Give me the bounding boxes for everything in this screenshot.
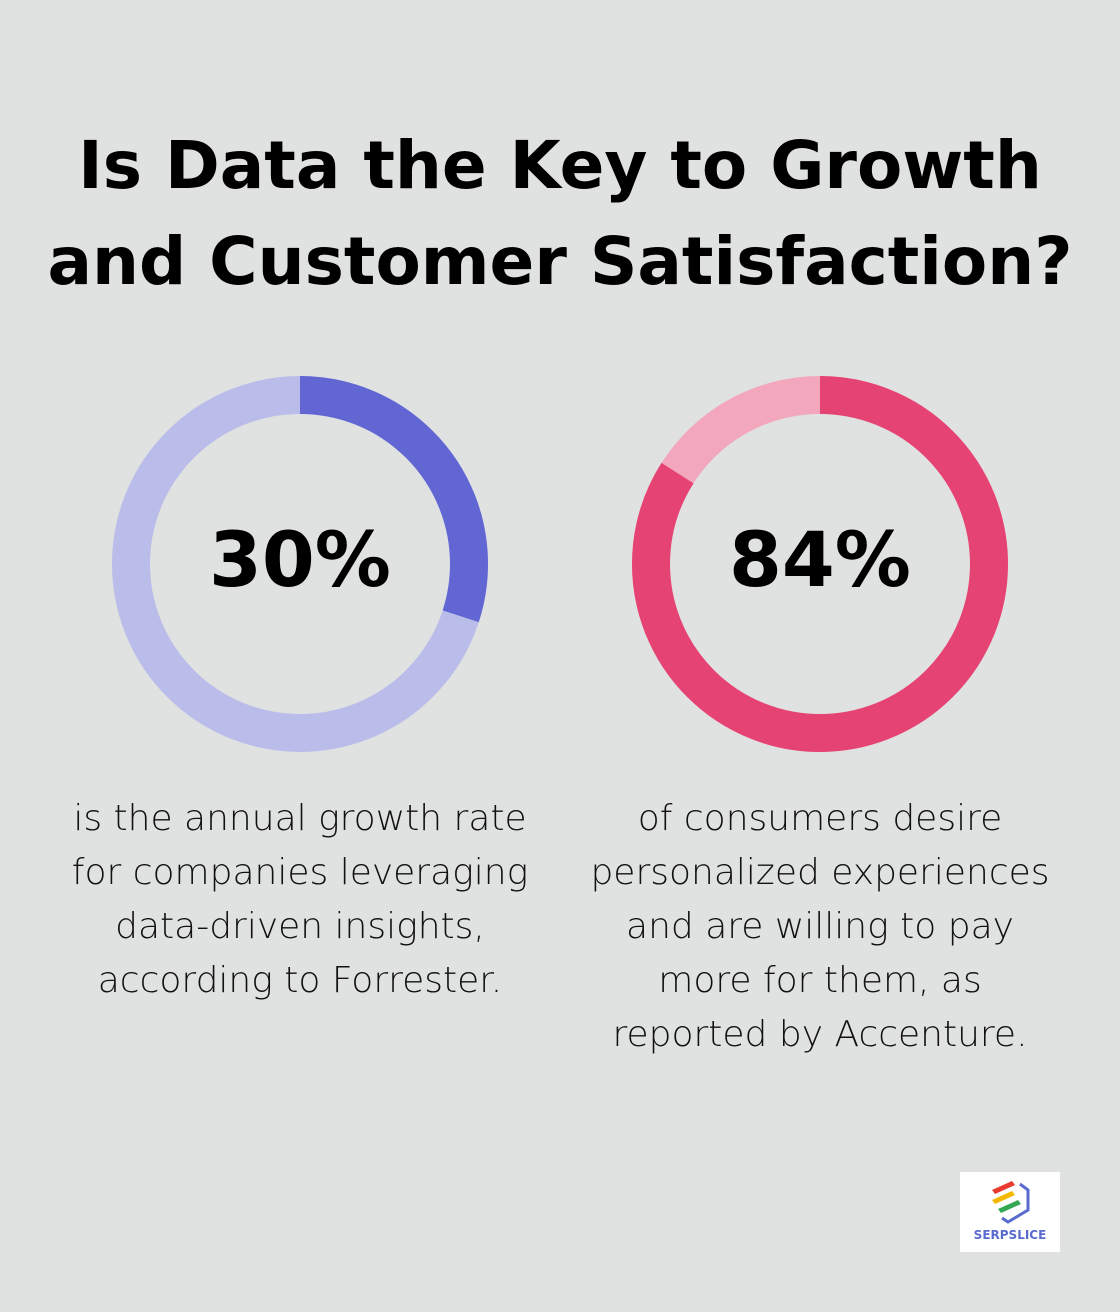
donut-chart-2 bbox=[632, 376, 1008, 752]
donut-chart-1 bbox=[112, 376, 488, 752]
donut-value-label: 30% bbox=[209, 515, 391, 604]
donut-value-label: 84% bbox=[729, 515, 911, 604]
donut-value-arc bbox=[632, 376, 1008, 752]
serpslice-logo: SERPSLICE bbox=[960, 1172, 1060, 1252]
stat-description: is the annual growth rate for companies … bbox=[71, 798, 529, 1001]
logo-hexagon-icon bbox=[992, 1181, 1030, 1224]
page-title: Is Data the Key to Growth and Customer Sa… bbox=[47, 127, 1073, 300]
stat-description: of consumers desire personalized experie… bbox=[590, 798, 1050, 1055]
donut-value-arc bbox=[112, 376, 488, 752]
